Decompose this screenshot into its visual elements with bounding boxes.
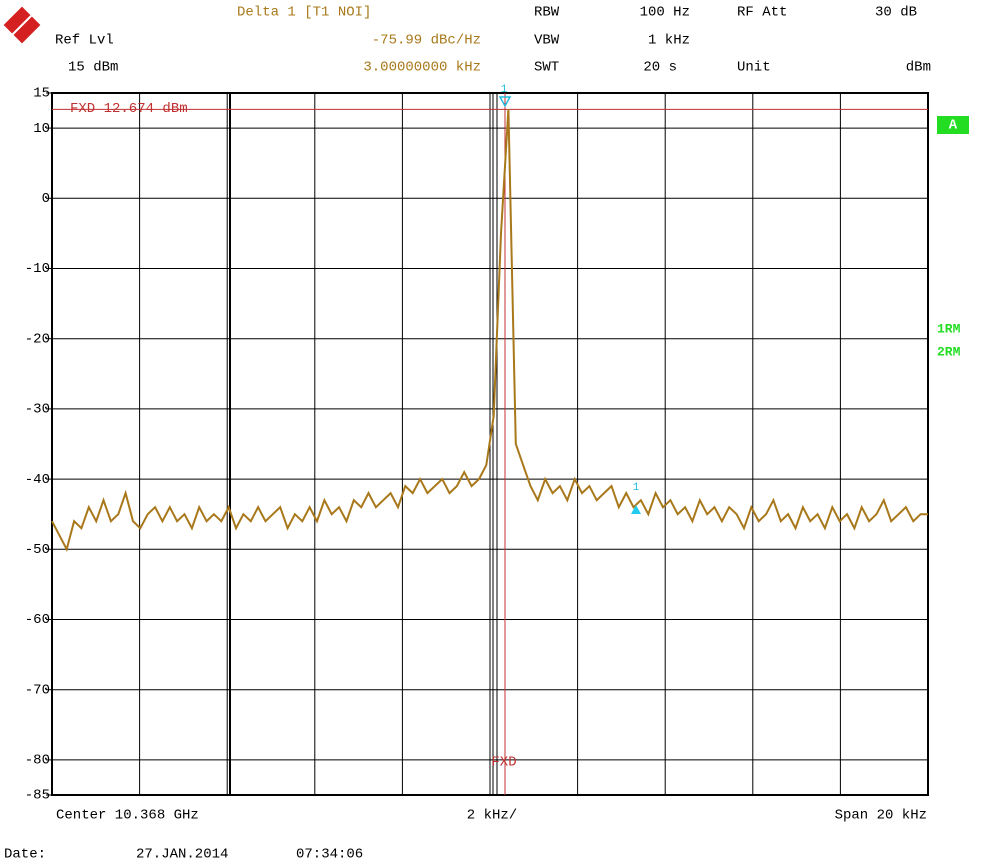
- rbw-value: 100 Hz: [640, 5, 690, 21]
- vbw-label: VBW: [534, 33, 560, 49]
- y-tick-label: 10: [33, 121, 50, 137]
- trace-label: 1RM: [937, 321, 961, 336]
- trace: [51, 109, 928, 553]
- y-tick-label: -85: [25, 788, 50, 804]
- y-tick-label: -20: [25, 331, 50, 347]
- plot-frame: [51, 92, 929, 796]
- marker-triangle: [498, 96, 512, 108]
- y-tick-label: -40: [25, 472, 50, 488]
- vbw-value: 1 kHz: [648, 33, 690, 49]
- y-tick-label: -80: [25, 753, 50, 769]
- y-tick-label: -30: [25, 402, 50, 418]
- logo: [3, 6, 41, 44]
- y-tick-label: -70: [25, 682, 50, 698]
- unit-label: Unit: [737, 60, 771, 76]
- y-tick-label: -50: [25, 542, 50, 558]
- trace-label: 2RM: [937, 344, 961, 359]
- fxd-tag: FXD: [491, 755, 516, 771]
- ref-value: 15 dBm: [68, 60, 118, 76]
- date: 27.JAN.2014: [136, 847, 228, 863]
- att-label: RF Att: [737, 5, 787, 21]
- screen-badge: [937, 116, 969, 134]
- ref-label: Ref Lvl: [55, 33, 114, 49]
- att-value: 30 dB: [875, 5, 917, 21]
- time: 07:34:06: [296, 847, 363, 863]
- marker-freq: 3.00000000 kHz: [363, 60, 481, 76]
- y-tick-label: -60: [25, 612, 50, 628]
- unit-value: dBm: [906, 60, 931, 76]
- rbw-label: RBW: [534, 5, 560, 21]
- fxd-label: FXD 12.674 dBm: [70, 101, 188, 117]
- y-tick-label: -10: [25, 261, 50, 277]
- swt-label: SWT: [534, 60, 559, 76]
- date-label: Date:: [4, 847, 46, 863]
- marker-level: -75.99 dBc/Hz: [372, 33, 481, 49]
- span: Span 20 kHz: [835, 808, 927, 824]
- center-freq: Center 10.368 GHz: [56, 808, 199, 824]
- marker-title: Delta 1 [T1 NOI]: [237, 5, 371, 21]
- y-tick-label: 15: [33, 86, 50, 102]
- screen-label: A: [949, 118, 958, 134]
- freq-div: 2 kHz/: [467, 808, 517, 824]
- marker-label: 1: [633, 482, 640, 494]
- y-tick-label: 0: [42, 191, 50, 207]
- swt-value: 20 s: [643, 60, 677, 76]
- delta-marker: [631, 505, 641, 514]
- marker-label: 1: [501, 84, 508, 96]
